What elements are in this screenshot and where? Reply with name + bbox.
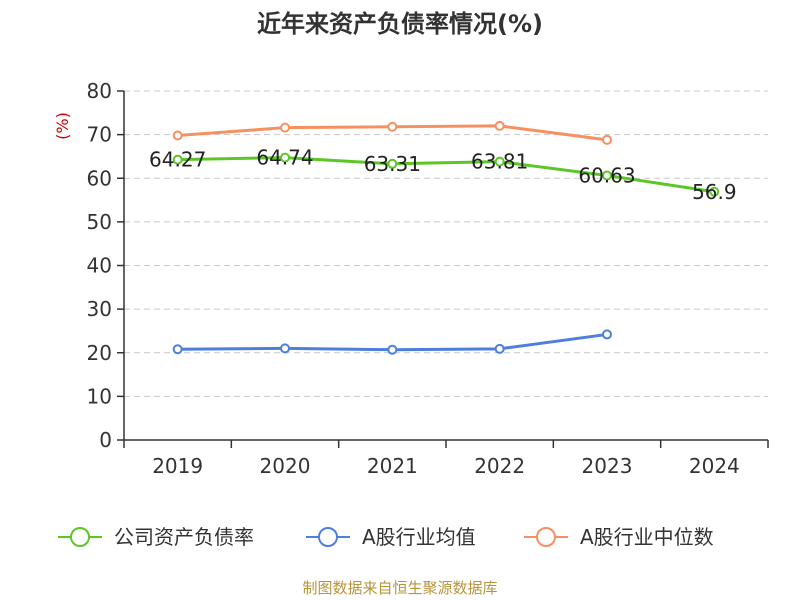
legend: 公司资产负债率 A股行业均值 A股行业中位数 [58, 525, 714, 549]
y-tick-label: 60 [87, 166, 112, 190]
data-label: 60.63 [578, 164, 635, 188]
x-tick-label: 2024 [689, 454, 740, 478]
y-axis-label: (%) [53, 112, 72, 140]
data-point [709, 186, 720, 197]
x-tick-label: 2021 [367, 454, 418, 478]
data-point [494, 343, 505, 354]
x-tick-label: 2022 [474, 454, 525, 478]
data-point [387, 344, 398, 355]
y-tick-label: 80 [87, 79, 112, 103]
gridlines [124, 90, 768, 397]
y-tick-label: 50 [87, 210, 112, 234]
legend-label: A股行业均值 [362, 525, 476, 549]
data-label: 56.9 [692, 180, 737, 204]
legend-marker [318, 527, 338, 547]
data-point [280, 152, 290, 163]
data-labels: 64.27 64.74 63.31 63.81 60.63 56.9 [149, 146, 737, 204]
chart-title: 近年来资产负债率情况(%) [257, 10, 543, 38]
series-line [177, 156, 715, 194]
series-layer [172, 120, 720, 355]
legend-item[interactable]: A股行业均值 [306, 525, 476, 549]
legend-label: 公司资产负债率 [114, 525, 254, 549]
x-tick-labels: 2019 2020 2021 2022 2023 2024 [152, 454, 740, 478]
y-tick-label: 0 [99, 428, 112, 452]
data-label: 64.27 [149, 148, 206, 172]
x-tick-label: 2020 [260, 454, 311, 478]
data-point [494, 120, 505, 131]
legend-item[interactable]: A股行业中位数 [524, 525, 714, 549]
data-point [172, 130, 183, 141]
y-tick-label: 20 [87, 341, 112, 365]
legend-item[interactable]: 公司资产负债率 [58, 525, 254, 549]
data-point [602, 170, 612, 181]
y-tick-label: 40 [87, 254, 112, 278]
data-point [387, 121, 398, 132]
legend-marker [536, 527, 556, 547]
y-tick-labels: 0 10 20 30 40 50 60 70 80 [87, 79, 112, 452]
data-label: 63.81 [471, 150, 528, 174]
y-tick-label: 10 [87, 384, 112, 408]
data-label: 63.31 [364, 152, 421, 176]
data-point [602, 134, 612, 145]
source-note: 制图数据来自恒生聚源数据库 [302, 579, 497, 597]
axes [117, 90, 769, 448]
data-point [387, 158, 398, 169]
x-tick-label: 2019 [152, 454, 203, 478]
data-point [494, 156, 505, 167]
data-point [172, 154, 183, 165]
y-tick-label: 70 [87, 123, 112, 147]
data-point [602, 329, 612, 340]
data-point [280, 343, 290, 354]
data-point [280, 122, 290, 133]
data-label: 64.74 [256, 146, 313, 170]
x-tick-label: 2023 [582, 454, 633, 478]
data-point [172, 344, 183, 355]
y-tick-label: 30 [87, 297, 112, 321]
legend-label: A股行业中位数 [580, 525, 714, 549]
legend-marker [70, 527, 90, 547]
